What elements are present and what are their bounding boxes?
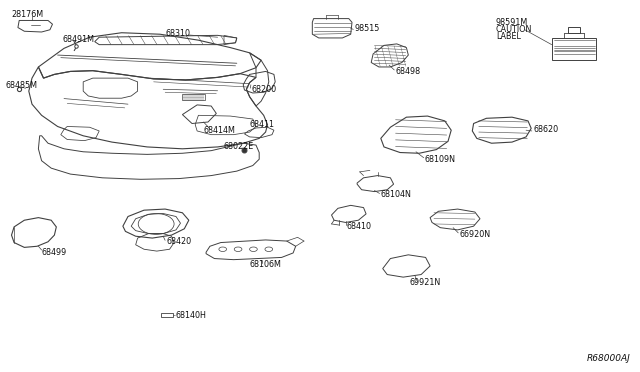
Text: 68104N: 68104N (381, 190, 412, 199)
Text: 68106M: 68106M (250, 260, 282, 269)
Text: 66920N: 66920N (460, 230, 491, 239)
Text: 68410: 68410 (347, 222, 372, 231)
Text: 68109N: 68109N (425, 155, 456, 164)
Text: 68620: 68620 (533, 125, 558, 134)
Text: 68485M: 68485M (5, 81, 37, 90)
Text: 68414M: 68414M (204, 126, 236, 135)
Text: LABEL: LABEL (496, 32, 521, 41)
Text: 98515: 98515 (355, 24, 380, 33)
Text: 68498: 68498 (396, 67, 420, 76)
Text: 68411: 68411 (250, 120, 275, 129)
Text: 69921N: 69921N (410, 278, 441, 287)
Text: 68420: 68420 (166, 237, 191, 246)
Text: 68491M: 68491M (62, 35, 94, 44)
Text: 68310: 68310 (165, 29, 190, 38)
Text: CAUTION: CAUTION (496, 25, 532, 34)
Text: R68000AJ: R68000AJ (587, 354, 630, 363)
Text: 28176M: 28176M (12, 10, 44, 19)
Text: 68200: 68200 (252, 85, 276, 94)
Text: 68140H: 68140H (176, 311, 207, 320)
Text: 68022E: 68022E (224, 142, 254, 151)
Text: 98591M: 98591M (496, 18, 528, 27)
Text: 68499: 68499 (42, 248, 67, 257)
